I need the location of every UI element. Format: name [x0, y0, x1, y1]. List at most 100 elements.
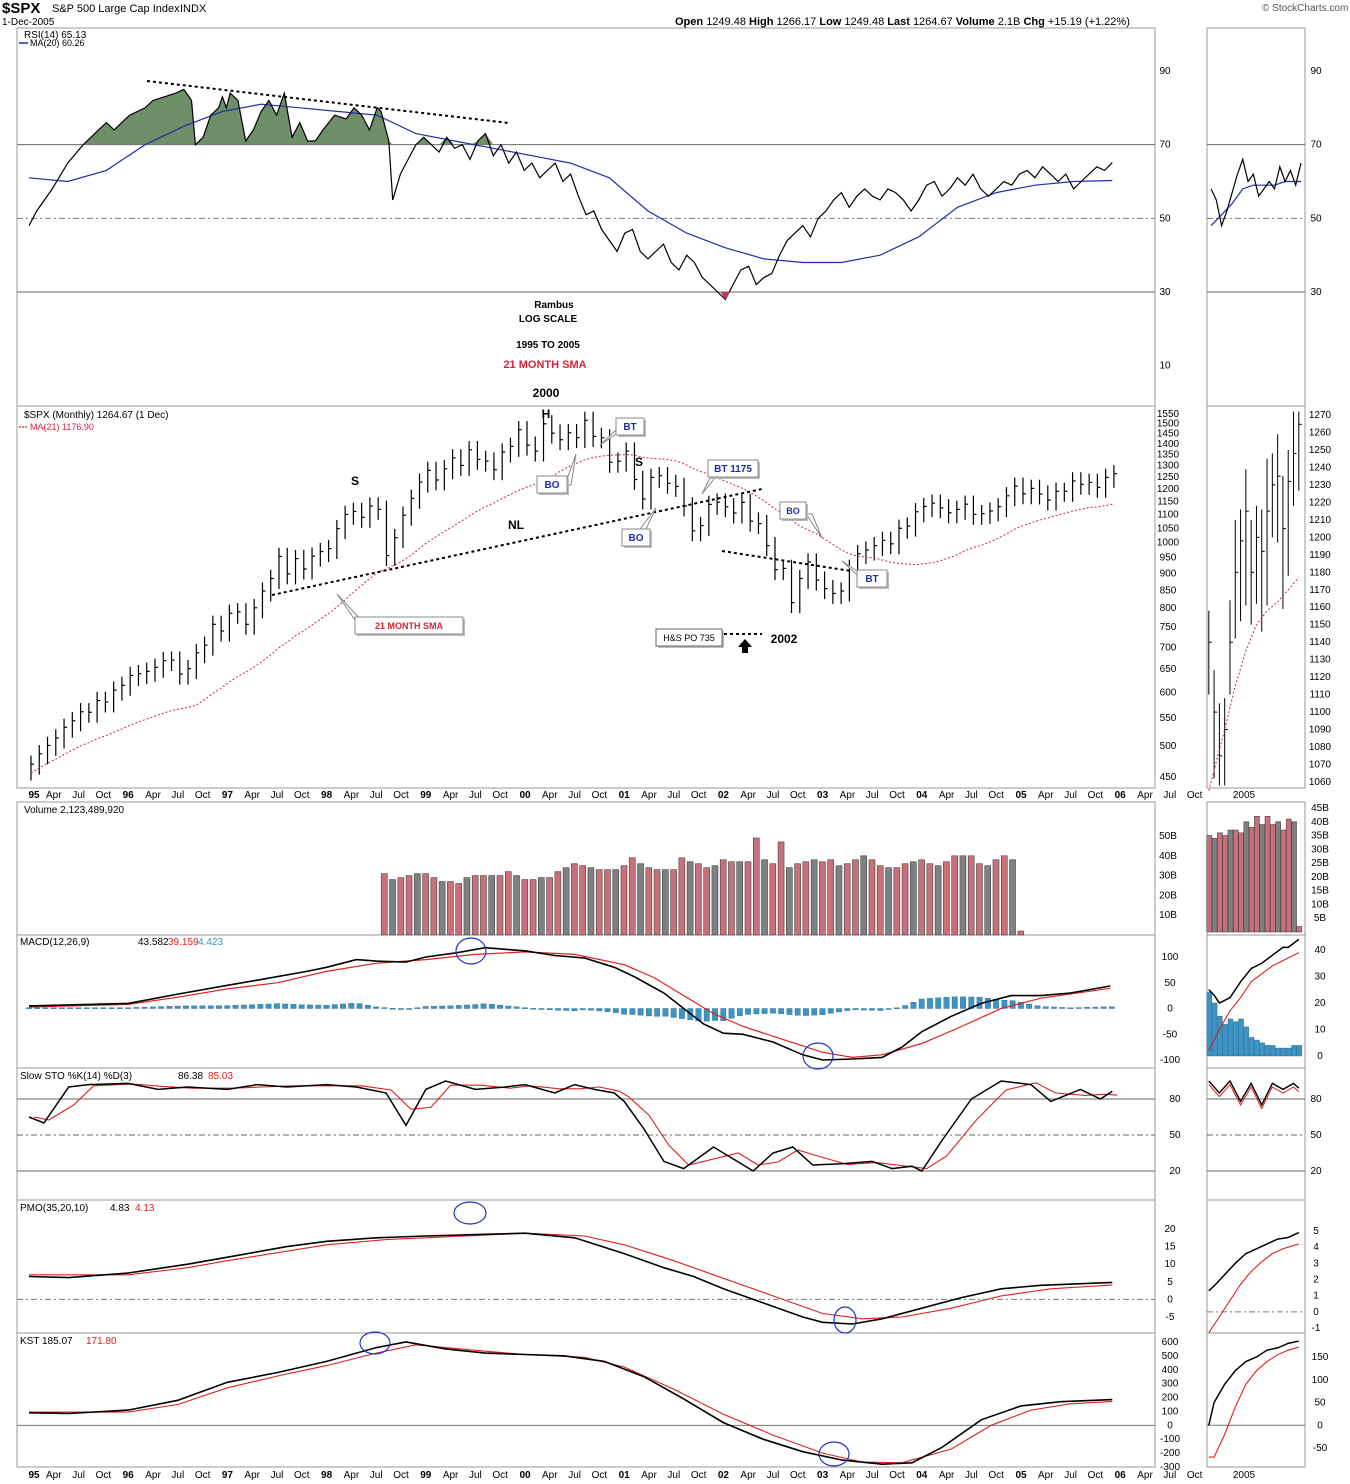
x-tick-label: Oct [988, 790, 1004, 801]
volume-bar [595, 869, 603, 936]
y-tick-label: 550 [1160, 713, 1177, 724]
callout-21-month-sma-box [354, 616, 464, 635]
macd-histogram-bar [827, 1008, 834, 1014]
macd-histogram-bar [42, 1007, 49, 1009]
macd-histogram-bar [398, 1008, 404, 1010]
macd-histogram-bar [1092, 1006, 1099, 1009]
macd-histogram-bar [1067, 1007, 1074, 1009]
y-tick-label: -50 [1313, 1443, 1328, 1454]
callout-bo-2003: BO [786, 506, 800, 516]
y-tick-label: 1400 [1157, 439, 1180, 450]
macd-histogram-bar [439, 1005, 446, 1009]
inset-macd-histogram [1238, 1018, 1244, 1057]
x-tick-label: Apr [1137, 790, 1153, 801]
inset-volume-bar [1238, 832, 1244, 933]
y-tick-label: 200 [1162, 1393, 1179, 1404]
macd-histogram-bar [249, 1004, 255, 1009]
macd-histogram-bar [356, 1003, 363, 1009]
macd-histogram-bar [637, 1008, 644, 1016]
macd-histogram-bar [34, 1007, 41, 1009]
inset-macd-histogram [1211, 1002, 1218, 1057]
y-tick-label: 5 [1313, 1226, 1319, 1237]
low-label: Low [819, 16, 842, 28]
x-tick-label: Jul [767, 1470, 780, 1481]
x-tick-label: Jul [469, 790, 482, 801]
x-tick-label: Oct [790, 1470, 806, 1481]
x-tick-label: Apr [840, 1470, 856, 1481]
macd-histogram-bar [199, 1005, 206, 1009]
macd-histogram-bar [621, 1008, 628, 1015]
x-tick-label: Apr [542, 790, 558, 801]
macd-histogram-bar [1001, 1000, 1008, 1009]
macd-histogram-bar [240, 1004, 247, 1009]
macd-histogram-bar [447, 1005, 454, 1009]
y-tick-label: 1250 [1309, 445, 1332, 456]
inset-sto-k [1208, 1079, 1300, 1107]
volume-bar [554, 871, 562, 936]
sto-k-line [28, 1080, 1113, 1172]
volume-bar [893, 867, 901, 936]
x-tick-label: 99 [420, 790, 432, 801]
y-tick-label: 1270 [1309, 410, 1332, 421]
inset-volume-bar [1248, 826, 1255, 933]
x-tick-label: 01 [619, 1470, 631, 1481]
sto-d-line [33, 1082, 1118, 1170]
volume-bar [810, 859, 818, 936]
y-tick-label: 900 [1160, 569, 1177, 580]
inset-volume-bar [1264, 815, 1271, 933]
volume-bar [380, 873, 388, 936]
callout-bt-1175: BT 1175 [714, 464, 752, 475]
x-tick-label: 05 [1015, 790, 1027, 801]
macd-histogram-bar [571, 1008, 578, 1011]
x-tick-label: Apr [443, 1470, 459, 1481]
macd-histogram-bar [869, 1008, 876, 1011]
sto-d-value: 85.03 [208, 1071, 233, 1082]
panel-frame-kst [16, 1332, 1156, 1468]
y-tick-label: 70 [1310, 140, 1322, 151]
y-tick-label: 1260 [1309, 427, 1332, 438]
kst-top-circle [359, 1331, 391, 1355]
volume-bar [670, 869, 677, 936]
macd-histogram-bar [703, 1008, 710, 1022]
inset-macd-histogram [1217, 1016, 1223, 1057]
x-tick-label: Oct [790, 790, 806, 801]
x-tick-label: Jul [866, 1470, 879, 1481]
y-tick-label: 5B [1314, 913, 1327, 924]
inset-volume-bar [1296, 926, 1303, 933]
macd-histogram-bar [563, 1008, 570, 1011]
callout-bo-left-box [536, 475, 568, 494]
x-tick-label: Apr [46, 790, 62, 801]
volume-bar [959, 855, 967, 936]
up-arrow-icon [738, 639, 752, 653]
inset-volume-bar [1232, 829, 1239, 933]
y-tick-label: 150 [1312, 1352, 1329, 1363]
macd-histogram-bar [902, 1005, 909, 1009]
x-tick-label: 03 [817, 790, 829, 801]
macd-histogram-bar [786, 1008, 793, 1015]
macd-histogram-bar [885, 1008, 892, 1010]
volume-bar [546, 877, 553, 936]
stockcharts-brand: © StockCharts.com [1262, 3, 1349, 14]
volume-bar [843, 863, 851, 936]
macd-histogram-bar [125, 1007, 132, 1009]
y-tick-label: 0 [1313, 1307, 1319, 1318]
y-tick-label: 3 [1313, 1258, 1319, 1269]
y-tick-label: 1100 [1309, 707, 1331, 718]
pmo-signal-value: 4.13 [135, 1203, 155, 1214]
volume-bar [802, 861, 810, 936]
macd-histogram-bar [67, 1007, 74, 1009]
macd-value: 43.582 [138, 937, 169, 948]
chg-label: Chg [1023, 16, 1045, 28]
macd-histogram-bar [290, 1004, 297, 1009]
macd-histogram-bar [307, 1004, 313, 1009]
x-tick-label: 05 [1015, 1470, 1027, 1481]
x-tick-label: 98 [321, 1470, 333, 1481]
open-value: 1249.48 [706, 16, 746, 28]
volume-bar [777, 841, 785, 936]
x-tick-label: Oct [889, 1470, 905, 1481]
macd-histogram-bar [100, 1007, 107, 1009]
y-tick-label: 40B [1311, 817, 1329, 828]
y-tick-label: 30 [1314, 972, 1326, 983]
sto-legend: Slow STO %K(14) %D(3) [20, 1071, 132, 1082]
y-tick-label: 1100 [1157, 510, 1179, 521]
